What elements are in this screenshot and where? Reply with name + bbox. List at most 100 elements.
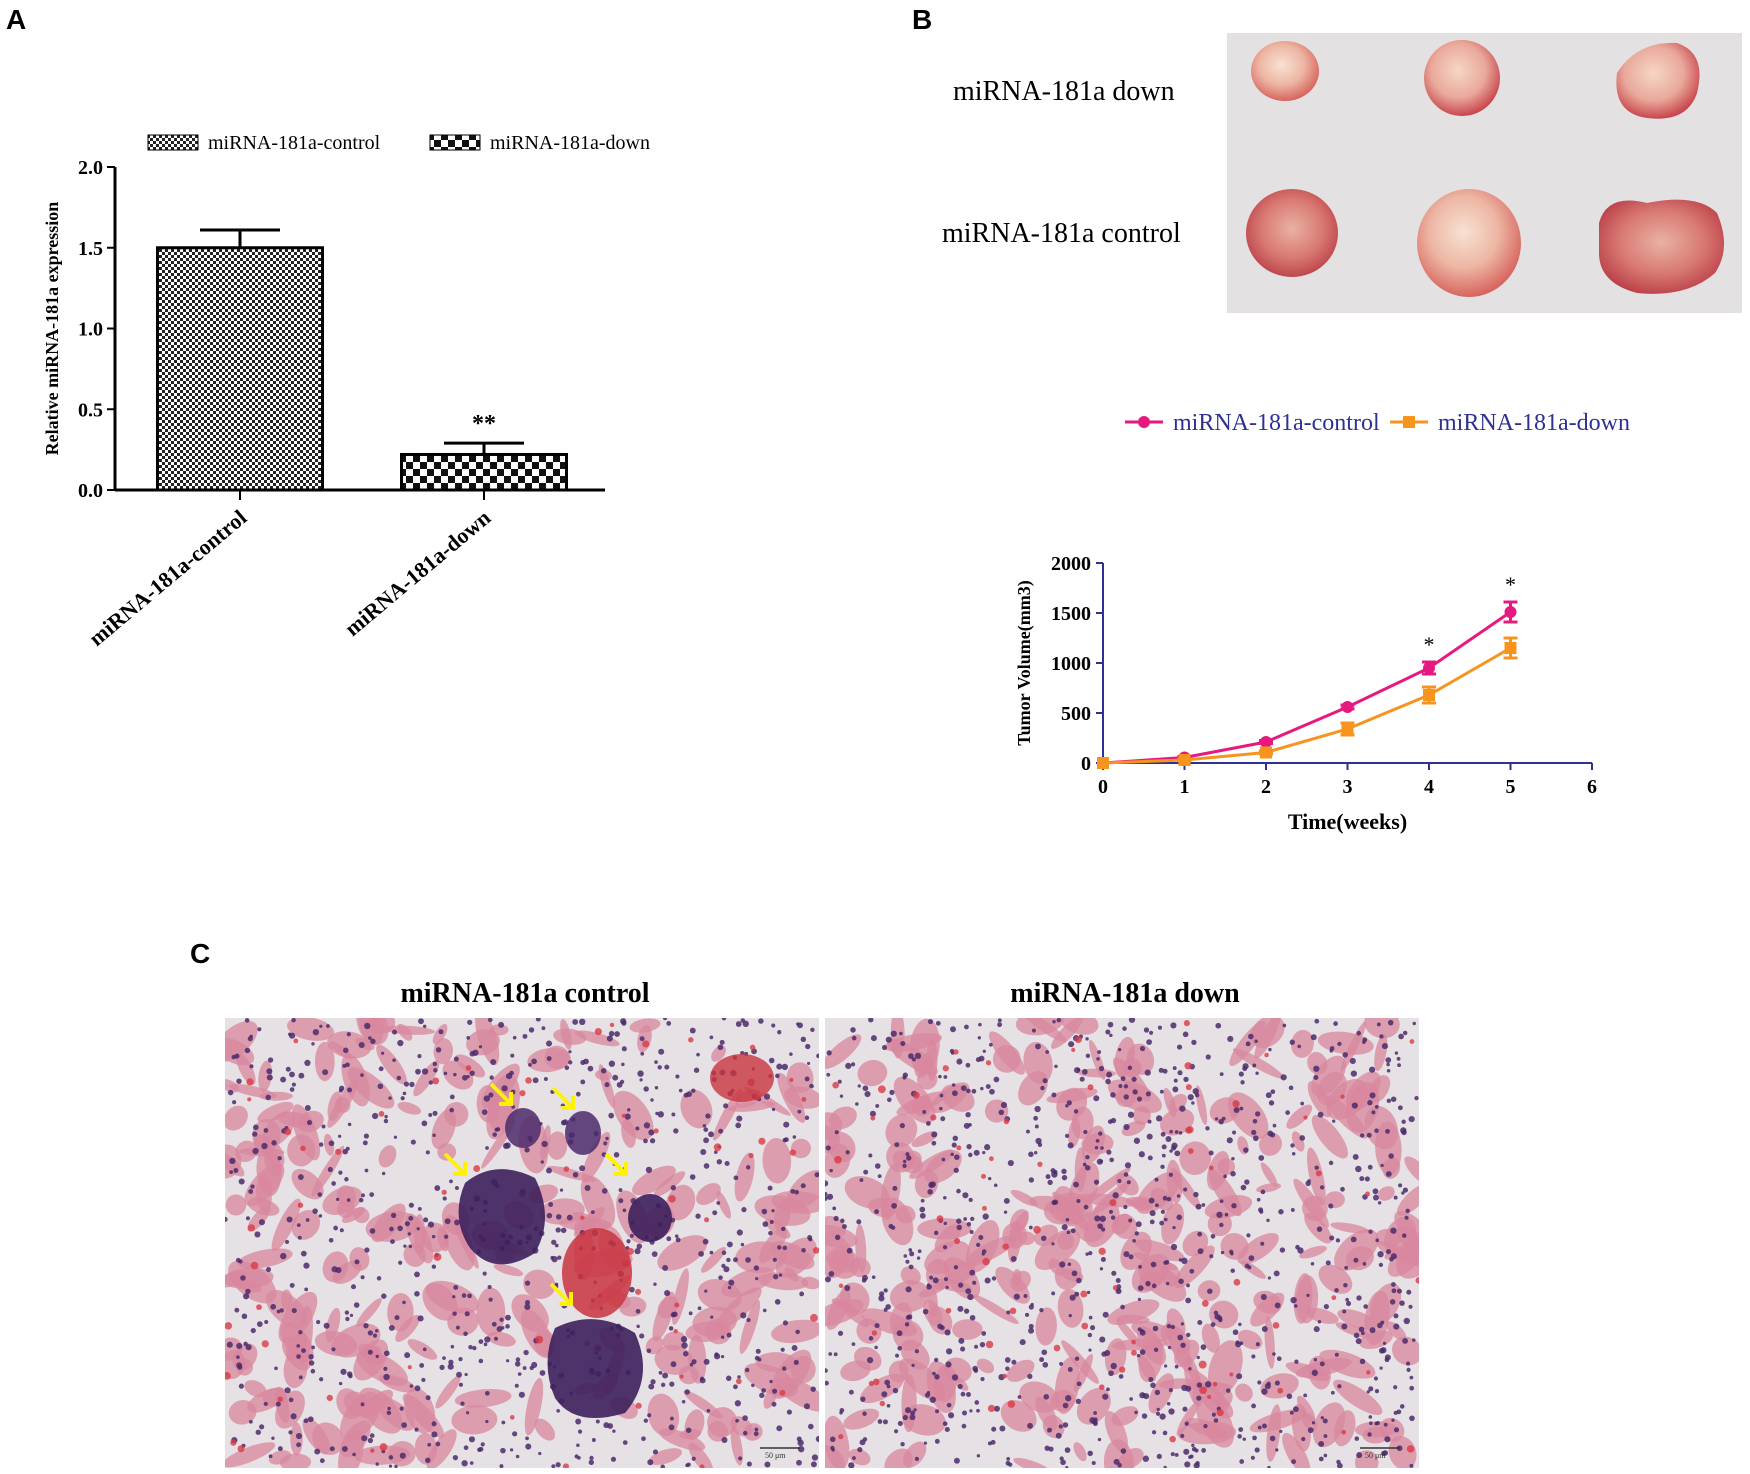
- cell-nucleus: [764, 1461, 771, 1468]
- cell-nucleus: [384, 1114, 388, 1119]
- cell-nucleus: [472, 1345, 477, 1351]
- data-point: [1504, 642, 1517, 654]
- cell-nucleus: [432, 1110, 438, 1116]
- cell-nucleus: [639, 1333, 645, 1339]
- cell-nucleus: [897, 1345, 903, 1351]
- series-line: [1102, 610, 1512, 765]
- cell-nucleus: [913, 1408, 917, 1412]
- cell-nucleus: [657, 1111, 664, 1118]
- cell-nucleus: [1290, 1143, 1295, 1148]
- cell-nucleus: [890, 1030, 897, 1037]
- cell-nucleus: [900, 1442, 905, 1447]
- tissue-septum: [1312, 1402, 1346, 1448]
- cell-nucleus: [1067, 1262, 1072, 1267]
- cell-nucleus: [845, 1062, 852, 1070]
- cell-nucleus: [814, 1172, 819, 1178]
- cell-nucleus: [1373, 1376, 1379, 1381]
- cell-nucleus: [653, 1282, 657, 1286]
- data-point: [1423, 689, 1435, 701]
- y-tick-label: 2000: [1051, 553, 1091, 575]
- tissue-septum: [1057, 1289, 1084, 1328]
- cell-nucleus: [317, 1192, 323, 1197]
- arrow-icon: [489, 1082, 511, 1104]
- cell-nucleus: [1384, 1436, 1391, 1443]
- cell-nucleus: [860, 1396, 866, 1402]
- tissue-septum: [911, 1131, 938, 1147]
- red-blood-cell: [519, 1090, 526, 1097]
- cell-nucleus: [1128, 1218, 1133, 1223]
- tissue-septum: [1306, 1147, 1326, 1206]
- cell-nucleus: [670, 1185, 676, 1191]
- cell-nucleus: [1404, 1215, 1409, 1220]
- cell-nucleus: [409, 1384, 414, 1388]
- cell-nucleus: [1351, 1102, 1358, 1109]
- cell-nucleus: [621, 1020, 627, 1026]
- cell-nucleus: [1059, 1261, 1066, 1268]
- cell-nucleus: [885, 1036, 892, 1043]
- cell-nucleus: [648, 1129, 655, 1136]
- cell-nucleus: [1189, 1454, 1194, 1459]
- cell-nucleus: [721, 1018, 727, 1021]
- cell-nucleus: [1034, 1124, 1039, 1129]
- cell-nucleus: [1384, 1357, 1390, 1363]
- red-blood-cell: [563, 1166, 570, 1173]
- cell-nucleus: [350, 1284, 357, 1290]
- cell-nucleus: [477, 1447, 482, 1453]
- cell-nucleus: [969, 1269, 976, 1276]
- cell-nucleus: [247, 1036, 253, 1042]
- cell-nucleus: [669, 1381, 675, 1387]
- tissue-septum: [995, 1266, 1030, 1304]
- cell-nucleus: [326, 1024, 330, 1028]
- cell-nucleus: [1091, 1460, 1096, 1466]
- cell-nucleus: [833, 1352, 838, 1357]
- scale-bar-left: 50 μm: [765, 1451, 786, 1460]
- cell-nucleus: [1299, 1135, 1306, 1141]
- histology-right-title: miRNA-181a down: [1010, 978, 1240, 1009]
- cell-nucleus: [327, 1166, 333, 1173]
- red-blood-cell: [246, 1078, 254, 1086]
- cell-nucleus: [1317, 1320, 1322, 1324]
- cell-nucleus: [469, 1051, 476, 1057]
- cell-nucleus: [626, 1239, 631, 1244]
- cell-nucleus: [369, 1228, 376, 1234]
- cell-nucleus: [840, 1218, 845, 1224]
- cell-nucleus: [288, 1397, 294, 1403]
- cell-nucleus: [285, 1066, 291, 1072]
- cell-nucleus: [1139, 1349, 1146, 1355]
- cell-nucleus: [279, 1308, 284, 1313]
- cell-nucleus: [1366, 1132, 1372, 1138]
- tissue-septum: [1043, 1199, 1075, 1225]
- cell-nucleus: [958, 1282, 964, 1288]
- cell-nucleus: [517, 1372, 522, 1376]
- cell-nucleus: [1150, 1382, 1156, 1389]
- cell-nucleus: [438, 1029, 444, 1035]
- cell-nucleus: [800, 1183, 806, 1189]
- cell-nucleus: [1070, 1228, 1076, 1234]
- cell-nucleus: [1207, 1288, 1213, 1294]
- cell-nucleus: [1364, 1176, 1370, 1182]
- cell-nucleus: [574, 1454, 579, 1459]
- cell-nucleus: [266, 1267, 272, 1273]
- cell-nucleus: [1156, 1407, 1160, 1412]
- cell-nucleus: [241, 1313, 248, 1319]
- tissue-septum: [1111, 1213, 1132, 1235]
- x-tick-label: 5: [1506, 776, 1516, 798]
- cell-nucleus: [1205, 1054, 1211, 1060]
- cell-nucleus: [1075, 1398, 1082, 1405]
- cell-nucleus: [734, 1400, 742, 1407]
- cell-nucleus: [1172, 1066, 1177, 1071]
- cell-nucleus: [1123, 1123, 1130, 1131]
- tissue-septum: [1166, 1308, 1186, 1338]
- cell-nucleus: [1037, 1142, 1043, 1148]
- histology-down-image: 50 μm: [825, 1018, 1419, 1468]
- cell-nucleus: [289, 1087, 295, 1092]
- tissue-septum: [340, 1392, 381, 1441]
- cell-nucleus: [1257, 1425, 1262, 1430]
- tissue-septum: [1042, 1415, 1065, 1439]
- cell-nucleus: [1187, 1094, 1194, 1101]
- cell-nucleus: [1106, 1071, 1113, 1078]
- cell-nucleus: [1003, 1197, 1010, 1204]
- tissue-septum: [1378, 1186, 1395, 1201]
- cell-nucleus: [449, 1107, 455, 1113]
- cell-nucleus: [484, 1390, 490, 1396]
